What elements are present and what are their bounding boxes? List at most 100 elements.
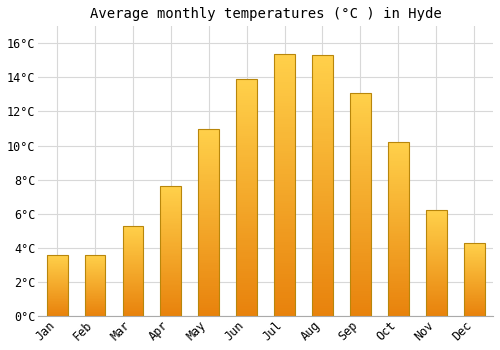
Bar xyxy=(426,234,446,236)
Bar xyxy=(122,260,144,261)
Bar xyxy=(274,164,295,166)
Bar xyxy=(47,297,68,298)
Bar xyxy=(312,212,333,214)
Bar xyxy=(350,231,371,233)
Bar xyxy=(236,195,257,197)
Bar xyxy=(350,158,371,160)
Bar xyxy=(426,314,446,315)
Bar xyxy=(274,290,295,292)
Bar xyxy=(122,312,144,313)
Bar xyxy=(312,277,333,279)
Bar xyxy=(312,219,333,222)
Bar xyxy=(236,247,257,250)
Bar xyxy=(350,148,371,151)
Bar xyxy=(236,250,257,252)
Bar xyxy=(388,172,408,174)
Bar xyxy=(274,180,295,182)
Bar xyxy=(388,229,408,231)
Bar xyxy=(350,262,371,265)
Bar xyxy=(388,286,408,288)
Bar xyxy=(198,131,219,132)
Bar xyxy=(160,241,182,242)
Bar xyxy=(388,311,408,313)
Bar xyxy=(312,214,333,217)
Bar xyxy=(388,224,408,226)
Bar xyxy=(198,142,219,143)
Bar xyxy=(198,220,219,222)
Bar xyxy=(350,285,371,287)
Bar xyxy=(426,258,446,259)
Bar xyxy=(312,188,333,191)
Bar xyxy=(160,255,182,257)
Bar xyxy=(464,248,484,249)
Bar xyxy=(350,111,371,113)
Bar xyxy=(350,294,371,296)
Bar xyxy=(236,314,257,316)
Bar xyxy=(426,211,446,212)
Bar xyxy=(47,302,68,303)
Bar xyxy=(198,265,219,267)
Bar xyxy=(160,251,182,252)
Bar xyxy=(464,301,484,302)
Bar xyxy=(464,262,484,263)
Bar xyxy=(464,251,484,252)
Bar xyxy=(122,238,144,239)
Bar xyxy=(198,222,219,224)
Bar xyxy=(426,304,446,306)
Bar xyxy=(350,276,371,278)
Bar xyxy=(122,266,144,267)
Bar xyxy=(312,196,333,199)
Bar xyxy=(47,291,68,292)
Bar xyxy=(47,260,68,261)
Bar xyxy=(350,300,371,303)
Bar xyxy=(464,247,484,248)
Bar xyxy=(47,272,68,273)
Bar xyxy=(160,205,182,206)
Bar xyxy=(122,276,144,277)
Bar xyxy=(426,315,446,316)
Bar xyxy=(274,75,295,77)
Bar xyxy=(47,257,68,258)
Bar xyxy=(350,229,371,231)
Bar xyxy=(84,307,105,308)
Bar xyxy=(122,291,144,292)
Bar xyxy=(426,220,446,221)
Bar xyxy=(312,136,333,139)
Bar xyxy=(426,270,446,271)
Bar xyxy=(350,204,371,206)
Bar xyxy=(198,267,219,269)
Bar xyxy=(350,224,371,227)
Bar xyxy=(198,128,219,131)
Bar xyxy=(84,293,105,294)
Bar xyxy=(426,309,446,310)
Bar xyxy=(47,256,68,257)
Bar xyxy=(122,288,144,289)
Bar xyxy=(198,301,219,303)
Bar xyxy=(47,313,68,314)
Bar xyxy=(160,222,182,223)
Bar xyxy=(426,228,446,229)
Bar xyxy=(47,254,68,255)
Bar xyxy=(198,185,219,187)
Bar xyxy=(122,295,144,296)
Bar xyxy=(198,189,219,190)
Bar xyxy=(464,313,484,314)
Bar xyxy=(236,141,257,143)
Bar xyxy=(274,282,295,285)
Bar xyxy=(236,181,257,183)
Bar xyxy=(160,254,182,255)
Bar xyxy=(274,211,295,213)
Bar xyxy=(388,239,408,241)
Bar xyxy=(464,245,484,246)
Bar xyxy=(388,285,408,286)
Bar xyxy=(47,296,68,297)
Bar xyxy=(464,290,484,291)
Bar xyxy=(122,289,144,290)
Bar xyxy=(388,309,408,311)
Bar xyxy=(47,263,68,264)
Bar xyxy=(464,279,484,280)
Bar xyxy=(388,205,408,206)
Bar xyxy=(274,148,295,150)
Bar xyxy=(236,193,257,195)
Bar xyxy=(236,219,257,221)
